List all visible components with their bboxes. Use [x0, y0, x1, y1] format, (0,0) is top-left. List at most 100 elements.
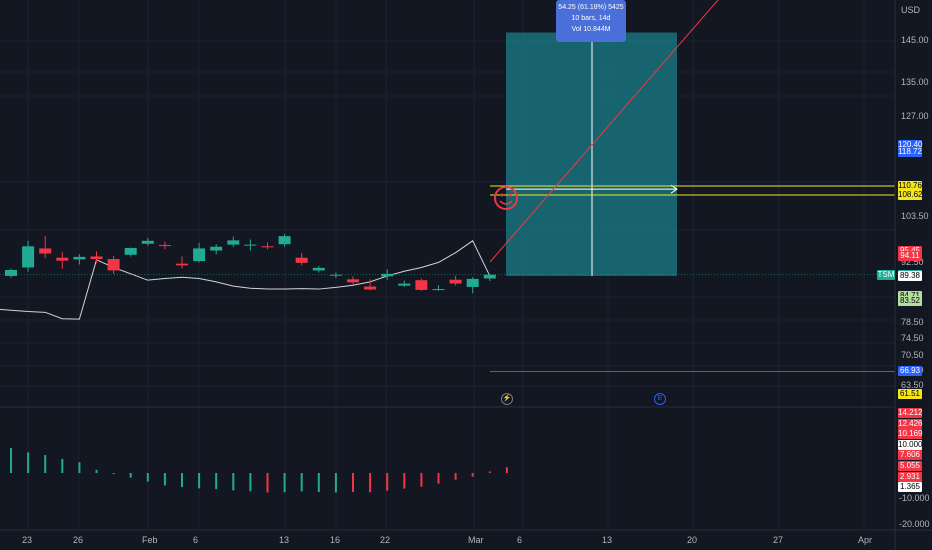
time-tick-label: Mar	[468, 535, 484, 545]
candlestick-series	[5, 234, 496, 294]
osc-bar	[146, 473, 149, 482]
candle-body	[364, 286, 377, 290]
osc-bar	[283, 473, 286, 493]
candle-body	[124, 248, 137, 255]
candle-body	[244, 244, 257, 246]
osc-bar	[437, 473, 440, 484]
candle-body	[56, 257, 69, 261]
candle-body	[73, 256, 86, 260]
price-tick-label: 78.50	[901, 316, 924, 327]
candle-body	[295, 257, 308, 263]
candle-body	[210, 246, 223, 251]
osc-bar	[505, 467, 508, 473]
osc-bar	[95, 469, 98, 473]
price-tick-label: 74.50	[901, 333, 924, 344]
trend-line[interactable]	[489, 0, 719, 263]
price-tag: 94.11	[898, 251, 922, 262]
candle-body	[329, 274, 342, 276]
osc-bar	[61, 458, 64, 473]
candle-body	[158, 245, 171, 247]
osc-bar	[181, 473, 183, 488]
osc-bar	[198, 473, 201, 489]
price-tick-label: 92.50	[901, 257, 924, 268]
osc-tag: 7.606	[898, 450, 922, 461]
dividend-icon[interactable]: ⚡	[501, 393, 513, 405]
time-tick-label: 20	[687, 535, 698, 545]
candle-body	[107, 259, 120, 271]
time-tick-label: 22	[380, 535, 391, 545]
osc-bar	[232, 473, 235, 491]
osc-tag: 12.426	[898, 418, 923, 429]
osc-bar	[300, 473, 303, 492]
osc-bar	[420, 473, 423, 487]
candle-body	[347, 279, 359, 283]
price-tag: 66.93	[898, 366, 922, 377]
price-tag: 120.40	[898, 140, 923, 151]
price-tick-label: 145.00	[901, 35, 929, 45]
time-tick-label: Apr	[858, 535, 873, 545]
price-tick-label: 127.00	[901, 111, 929, 122]
osc-bar	[249, 473, 252, 492]
symbol-tag: TSM	[877, 269, 895, 280]
osc-bar	[27, 452, 30, 473]
osc-tag: 10.169	[898, 429, 923, 440]
osc-tag: 1.365	[898, 482, 922, 493]
measure-tooltip: 54.25 (61.18%) 5425 10 bars, 14d Vol 10.…	[556, 0, 626, 42]
smiley-mouth	[499, 200, 513, 205]
osc-bar	[334, 473, 337, 493]
smiley-eye	[500, 193, 504, 197]
time-tick-label: 27	[773, 535, 784, 545]
time-tick-label: 23	[22, 535, 33, 545]
range-arrow-head	[670, 184, 678, 194]
candle-body	[193, 248, 206, 262]
currency-label: USD	[901, 5, 921, 15]
price-tag: 95.45	[898, 245, 922, 256]
oscillator-histogram	[10, 448, 508, 493]
candle-body	[415, 280, 428, 290]
time-tick-label: 13	[602, 535, 613, 545]
time-tick-label: 6	[517, 535, 523, 545]
osc-tag: 14.212	[898, 408, 923, 418]
measure-volume: Vol 10.844M	[571, 26, 611, 33]
price-tag: 83.52	[898, 296, 922, 307]
price-tag: 108.62	[898, 190, 923, 200]
price-tag: 61.51	[898, 389, 922, 400]
candle-body	[312, 267, 325, 271]
indicator-line	[0, 240, 491, 320]
osc-bar	[369, 473, 372, 493]
time-tick-label: 13	[279, 535, 290, 545]
candle-body	[176, 263, 188, 266]
candle-body	[398, 283, 411, 286]
osc-tag: 2.931	[898, 471, 922, 482]
osc-bar	[386, 473, 389, 491]
candle-body	[5, 270, 17, 276]
candle-body	[278, 236, 291, 245]
time-tick-label: Feb	[142, 535, 158, 545]
osc-bar	[352, 473, 354, 492]
osc-tick-label: -10.000	[899, 493, 930, 503]
earnings-icon[interactable]: E	[654, 393, 666, 405]
horizontal-lines[interactable]	[0, 185, 895, 372]
indicator-line-path	[0, 240, 491, 320]
smiley-eye	[508, 193, 512, 197]
osc-bar	[454, 473, 457, 480]
price-tag: 118.72	[898, 147, 922, 158]
trend-line-segment	[489, 0, 719, 263]
candle-body	[449, 279, 462, 284]
candle-body	[22, 246, 35, 268]
osc-bar	[112, 473, 115, 474]
price-tick-label: 63.50	[901, 380, 924, 390]
date-price-range-box[interactable]	[506, 31, 678, 276]
osc-bar	[488, 471, 491, 473]
time-tick-label: 16	[330, 535, 341, 545]
osc-bar	[78, 462, 81, 473]
osc-bar	[215, 473, 218, 490]
measure-bars: 10 bars, 14d	[571, 15, 611, 22]
candle-body	[39, 248, 52, 254]
candle-body	[90, 256, 103, 260]
price-tick-label: 135.00	[901, 77, 929, 88]
osc-tag: 10.000	[898, 439, 923, 450]
candle-body	[227, 240, 240, 245]
smiley-icon[interactable]	[494, 186, 518, 210]
